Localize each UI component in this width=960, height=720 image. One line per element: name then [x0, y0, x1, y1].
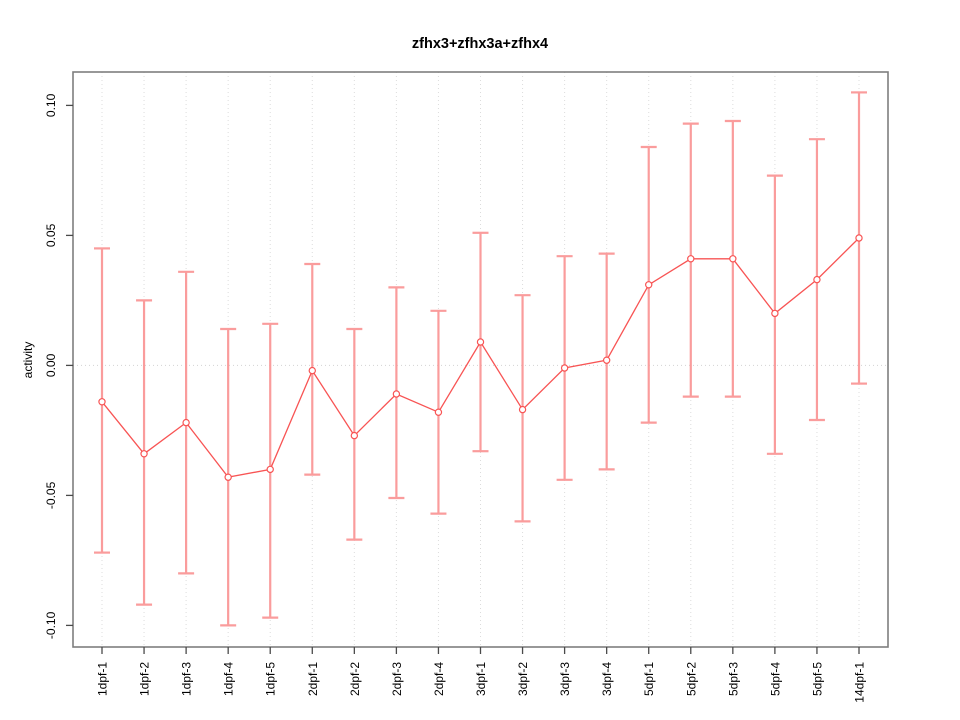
x-tick-label: 2dpf-2	[348, 662, 362, 696]
x-tick-label: 1dpf-3	[180, 662, 194, 696]
data-point	[350, 431, 359, 440]
x-tick-label: 2dpf-1	[306, 662, 320, 696]
y-tick-label: 0.05	[44, 223, 58, 247]
x-tick-label: 3dpf-3	[558, 662, 572, 696]
data-point	[392, 390, 401, 398]
x-tick-label: 5dpf-1	[642, 662, 656, 696]
data-point	[266, 465, 274, 474]
y-tick-label: 0.00	[44, 353, 58, 377]
data-point	[855, 234, 863, 242]
y-tick-label: 0.10	[44, 93, 58, 117]
x-tick-label: 2dpf-3	[390, 662, 404, 696]
x-tick-label: 3dpf-2	[516, 662, 530, 696]
x-tick-label: 1dpf-2	[138, 662, 152, 696]
x-tick-label: 14dpf-1	[853, 662, 867, 703]
x-tick-label: 5dpf-3	[726, 662, 740, 696]
data-point	[602, 356, 611, 364]
data-point	[518, 405, 527, 414]
x-tick-label: 3dpf-4	[600, 662, 614, 696]
x-tick-label: 5dpf-4	[768, 662, 782, 696]
data-point	[476, 338, 485, 346]
data-point	[434, 408, 443, 416]
y-tick-label: -0.05	[44, 481, 58, 509]
x-tick-label: 5dpf-5	[810, 662, 824, 696]
x-tick-label: 1dpf-4	[222, 662, 236, 696]
x-tick-label: 5dpf-2	[684, 662, 698, 696]
data-point	[560, 364, 569, 372]
data-point	[771, 309, 779, 318]
data-point	[182, 418, 190, 427]
x-tick-label: 3dpf-1	[474, 662, 488, 696]
data-point	[645, 281, 653, 289]
data-point	[308, 366, 316, 375]
x-tick-label: 2dpf-4	[432, 662, 446, 696]
data-point	[140, 450, 148, 458]
data-point	[98, 398, 106, 406]
data-point	[687, 255, 695, 263]
chart-title: zfhx3+zfhx3a+zfhx4	[411, 36, 549, 52]
y-tick-label: -0.10	[44, 611, 58, 639]
x-tick-label: 1dpf-1	[96, 662, 110, 696]
data-point	[224, 473, 232, 481]
data-point	[729, 255, 737, 263]
data-point	[813, 275, 821, 284]
x-tick-label: 1dpf-5	[264, 662, 278, 696]
